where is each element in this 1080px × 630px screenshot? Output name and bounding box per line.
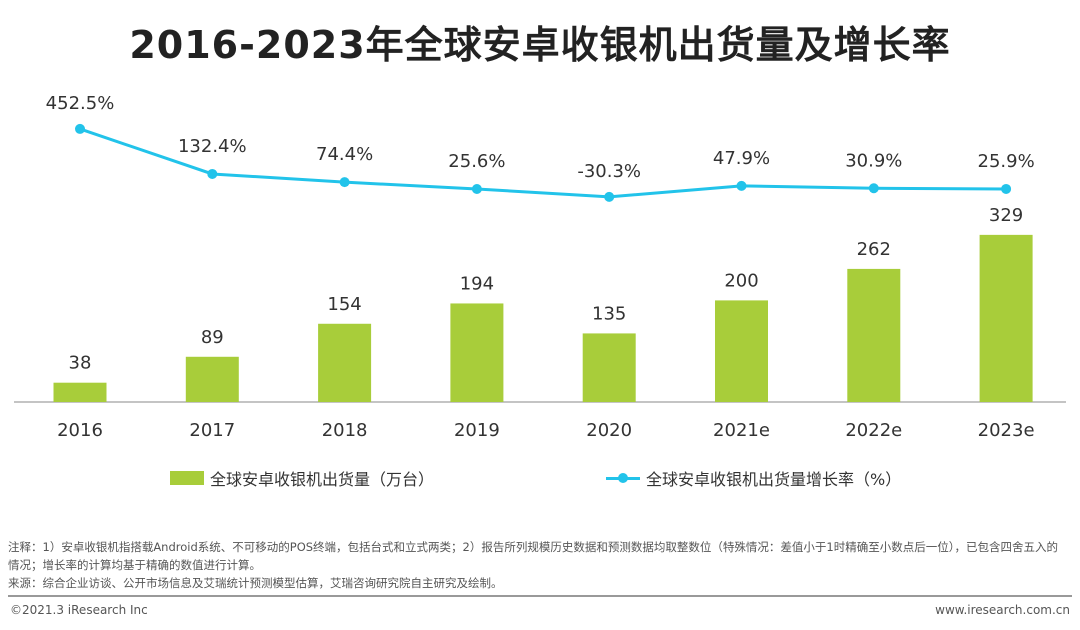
bar-value-label: 200 bbox=[724, 270, 758, 291]
growth-point bbox=[471, 183, 482, 194]
bar bbox=[185, 356, 239, 402]
bar-value-label: 135 bbox=[592, 303, 626, 324]
bar-value-label: 154 bbox=[327, 294, 361, 315]
bar bbox=[53, 382, 107, 402]
growth-label: 25.9% bbox=[978, 151, 1035, 172]
x-tick-label: 2016 bbox=[57, 420, 103, 441]
bar bbox=[847, 268, 901, 402]
legend-bar-label: 全球安卓收银机出货量（万台） bbox=[210, 470, 435, 489]
bar-value-label: 38 bbox=[69, 353, 92, 374]
growth-point bbox=[207, 168, 218, 179]
growth-label: 74.4% bbox=[316, 144, 373, 165]
legend-line: 全球安卓收银机出货量增长率（%） bbox=[606, 466, 901, 490]
bar bbox=[450, 303, 504, 402]
bar-value-label: 89 bbox=[201, 327, 224, 348]
legend-bar: 全球安卓收银机出货量（万台） bbox=[170, 466, 434, 490]
growth-point bbox=[604, 191, 615, 202]
x-tick-label: 2023e bbox=[978, 420, 1035, 441]
x-tick-label: 2019 bbox=[454, 420, 500, 441]
bar-value-label: 329 bbox=[989, 205, 1023, 226]
bar bbox=[979, 234, 1033, 402]
copyright: ©2021.3 iResearch Inc bbox=[10, 603, 148, 617]
bar bbox=[582, 333, 636, 402]
divider bbox=[8, 595, 1072, 597]
x-tick-label: 2020 bbox=[586, 420, 632, 441]
growth-point bbox=[736, 180, 747, 191]
growth-point bbox=[1001, 183, 1012, 194]
chart-title: 2016-2023年全球安卓收银机出货量及增长率 bbox=[129, 23, 951, 67]
x-tick-label: 2022e bbox=[845, 420, 902, 441]
growth-point bbox=[868, 183, 879, 194]
chart: 38 2016 89 2017 154 2018 194 2019 135 2020 200 2021… bbox=[14, 93, 1066, 441]
source-note: 来源：综合企业访谈、公开市场信息及艾瑞统计预测模型估算，艾瑞咨询研究院自主研究及… bbox=[8, 576, 503, 590]
growth-label: 47.9% bbox=[713, 148, 770, 169]
bar-value-label: 262 bbox=[857, 239, 891, 260]
website: www.iresearch.com.cn bbox=[935, 603, 1070, 617]
legend-line-label: 全球安卓收银机出货量增长率（%） bbox=[646, 470, 902, 489]
growth-label: -30.3% bbox=[577, 161, 641, 182]
bar bbox=[318, 323, 372, 402]
bar bbox=[715, 300, 768, 402]
growth-label: 452.5% bbox=[46, 93, 115, 114]
x-tick-label: 2021e bbox=[713, 420, 770, 441]
bar-value-label: 194 bbox=[460, 273, 494, 294]
growth-point bbox=[339, 177, 350, 188]
growth-label: 25.6% bbox=[448, 151, 505, 172]
legend-bar-swatch bbox=[170, 471, 204, 485]
footnote: 注释：1）安卓收银机指搭载Android系统、不可移动的POS终端，包括台式和立… bbox=[8, 540, 1058, 572]
growth-label: 132.4% bbox=[178, 136, 247, 157]
x-tick-label: 2017 bbox=[189, 420, 235, 441]
growth-point bbox=[75, 123, 85, 134]
x-tick-label: 2018 bbox=[322, 420, 368, 441]
legend-line-swatch bbox=[606, 472, 640, 483]
growth-line bbox=[79, 127, 1007, 199]
growth-label: 30.9% bbox=[845, 150, 902, 171]
